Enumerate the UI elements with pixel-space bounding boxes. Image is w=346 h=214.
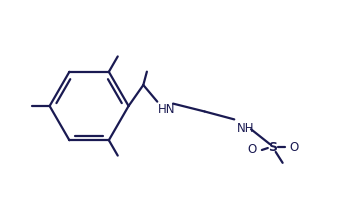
Text: HN: HN — [158, 103, 176, 116]
Text: NH: NH — [237, 122, 255, 135]
Text: S: S — [268, 141, 277, 153]
Text: O: O — [248, 144, 257, 156]
Text: O: O — [290, 141, 299, 153]
